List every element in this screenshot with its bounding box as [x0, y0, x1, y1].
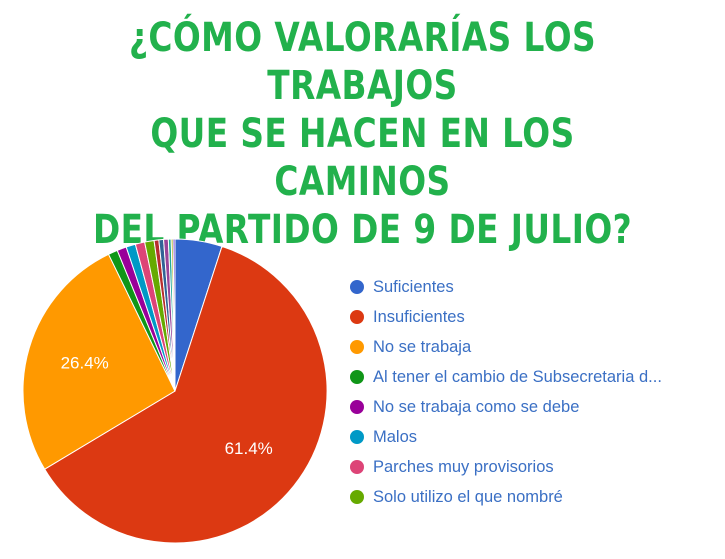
legend-item: Al tener el cambio de Subsecretaria d...: [350, 362, 662, 392]
chart-legend: Suficientes Insuficientes No se trabaja Al …: [350, 272, 662, 512]
legend-label: Solo utilizo el que nombré: [373, 487, 563, 506]
pie-slice: [172, 238, 176, 392]
legend-swatch: [350, 340, 364, 354]
chart-title: ¿CÓMO VALORARÍAS LOS TRABAJOS QUE SE HAC…: [65, 14, 660, 254]
slice-data-label: 26.4%: [61, 354, 109, 373]
pie-slice: [43, 245, 328, 544]
legend-item: No se trabaja: [350, 332, 662, 362]
legend-swatch: [350, 460, 364, 474]
pie-slice: [22, 253, 176, 470]
legend-swatch: [350, 430, 364, 444]
legend-item: Suficientes: [350, 272, 662, 302]
legend-label: Parches muy provisorios: [373, 457, 554, 476]
title-line-1: ¿CÓMO VALORARÍAS LOS TRABAJOS: [128, 15, 597, 109]
legend-label: Al tener el cambio de Subsecretaria d...: [373, 367, 662, 386]
legend-item: Malos: [350, 422, 662, 452]
legend-item: Parches muy provisorios: [350, 452, 662, 482]
legend-label: No se trabaja: [373, 337, 472, 356]
title-line-2: QUE SE HACEN EN LOS CAMINOS: [150, 111, 575, 205]
legend-swatch: [350, 310, 364, 324]
legend-swatch: [350, 400, 364, 414]
legend-label: Malos: [373, 427, 418, 446]
legend-swatch: [350, 370, 364, 384]
legend-label: Insuficientes: [373, 307, 465, 326]
slice-data-label: 61.4%: [225, 439, 273, 458]
legend-item: No se trabaja como se debe: [350, 392, 662, 422]
legend-label: Suficientes: [373, 277, 454, 296]
legend-item: Insuficientes: [350, 302, 662, 332]
legend-item: Solo utilizo el que nombré: [350, 482, 662, 512]
pie-chart: 61.4% 26.4%: [22, 238, 328, 544]
legend-swatch: [350, 490, 364, 504]
legend-swatch: [350, 280, 364, 294]
legend-label: No se trabaja como se debe: [373, 397, 580, 416]
